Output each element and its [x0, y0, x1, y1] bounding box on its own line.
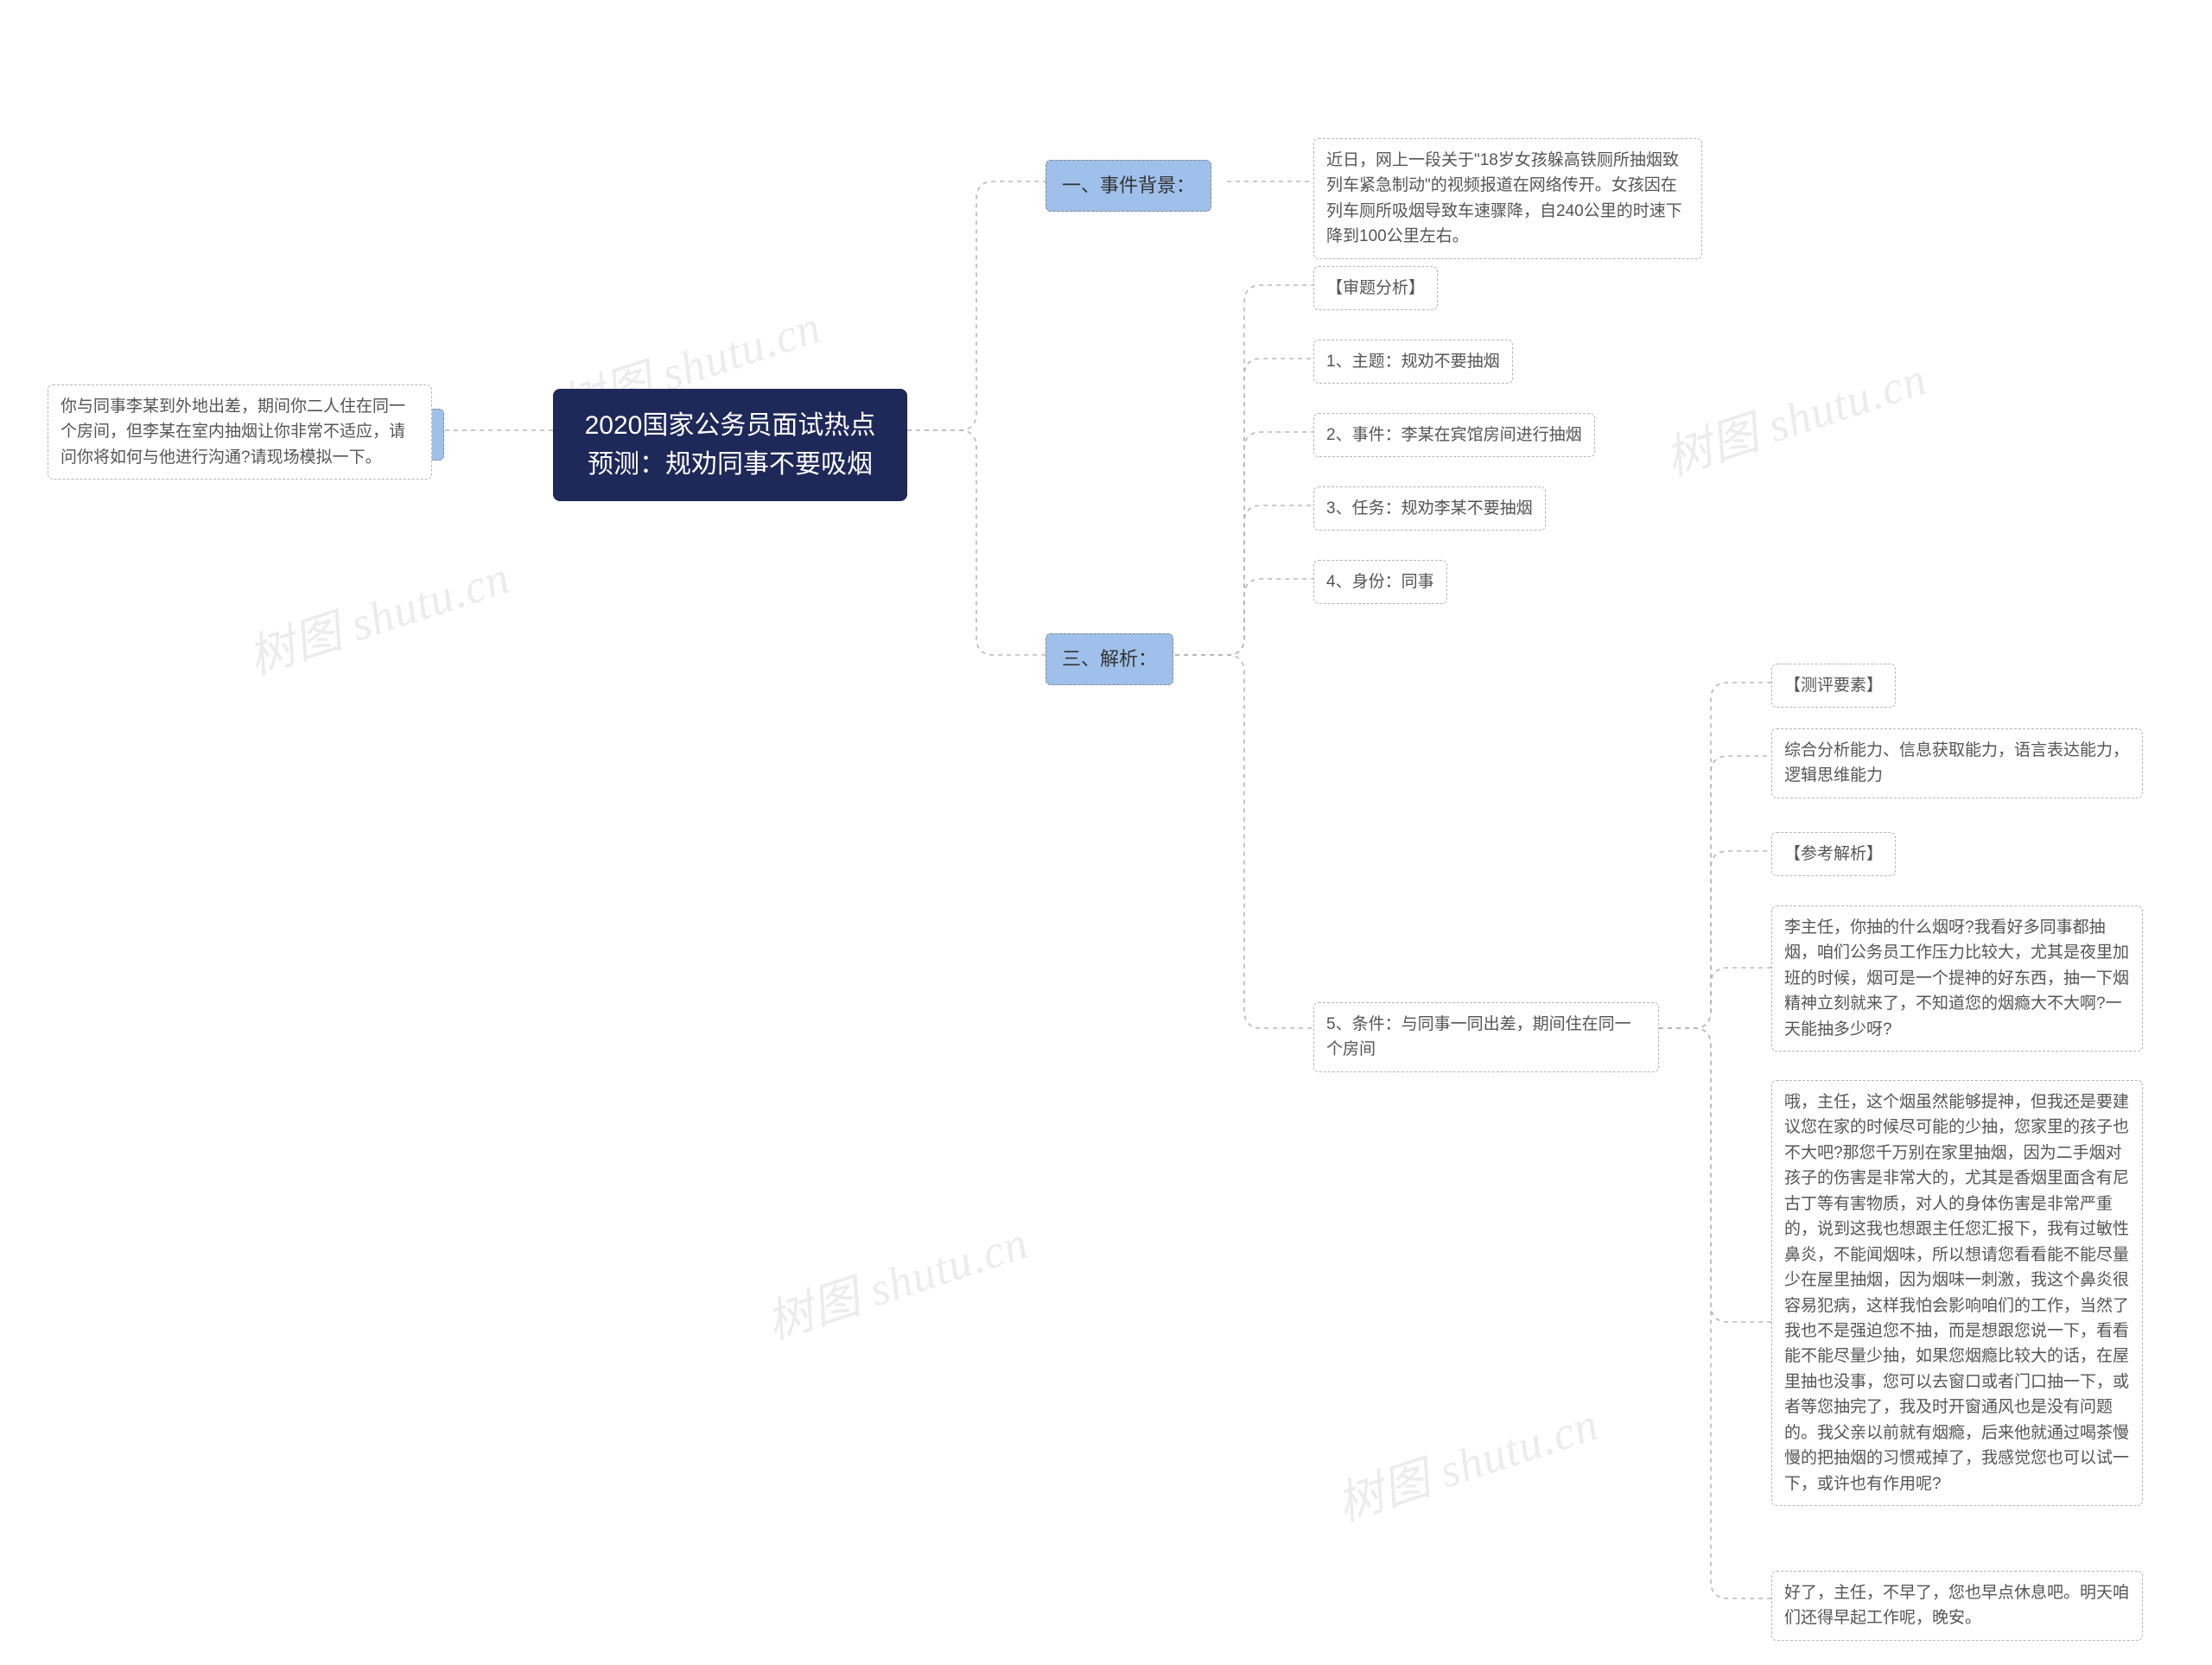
root-line2: 预测：规劝同事不要吸烟 — [577, 445, 883, 484]
watermark: 树图 shutu.cn — [1655, 340, 1934, 488]
ref-header: 【参考解析】 — [1771, 832, 1896, 876]
root-line1: 2020国家公务员面试热点 — [577, 406, 883, 445]
ref-1: 李主任，你抽的什么烟呀?我看好多同事都抽烟，咱们公务员工作压力比较大，尤其是夜里… — [1771, 906, 2143, 1052]
branch-3: 三、解析： — [1046, 633, 1173, 685]
analysis-4: 4、身份：同事 — [1313, 560, 1447, 604]
ref-2: 哦，主任，这个烟虽然能够提神，但我还是要建议您在家的时候尽可能的少抽，您家里的孩… — [1771, 1080, 2143, 1506]
leaf-question: 你与同事李某到外地出差，期间你二人住在同一个房间，但李某在室内抽烟让你非常不适应… — [48, 384, 432, 480]
leaf-background: 近日，网上一段关于"18岁女孩躲高铁厕所抽烟致列车紧急制动"的视频报道在网络传开… — [1313, 138, 1702, 259]
analysis-header: 【审题分析】 — [1313, 266, 1438, 310]
analysis-1: 1、主题：规劝不要抽烟 — [1313, 340, 1513, 384]
root-node: 2020国家公务员面试热点 预测：规劝同事不要吸烟 — [553, 389, 907, 501]
ref-3: 好了，主任，不早了，您也早点休息吧。明天咱们还得早起工作呢，晚安。 — [1771, 1571, 2143, 1641]
metric-body: 综合分析能力、信息获取能力，语言表达能力，逻辑思维能力 — [1771, 728, 2143, 798]
watermark: 树图 shutu.cn — [756, 1204, 1035, 1352]
analysis-5: 5、条件：与同事一同出差，期间住在同一个房间 — [1313, 1002, 1659, 1072]
watermark: 树图 shutu.cn — [1326, 1385, 1605, 1534]
watermark: 树图 shutu.cn — [238, 538, 517, 687]
analysis-3: 3、任务：规劝李某不要抽烟 — [1313, 486, 1546, 531]
analysis-2: 2、事件：李某在宾馆房间进行抽烟 — [1313, 413, 1595, 457]
metric-header: 【测评要素】 — [1771, 664, 1896, 708]
branch-1: 一、事件背景： — [1046, 160, 1211, 212]
